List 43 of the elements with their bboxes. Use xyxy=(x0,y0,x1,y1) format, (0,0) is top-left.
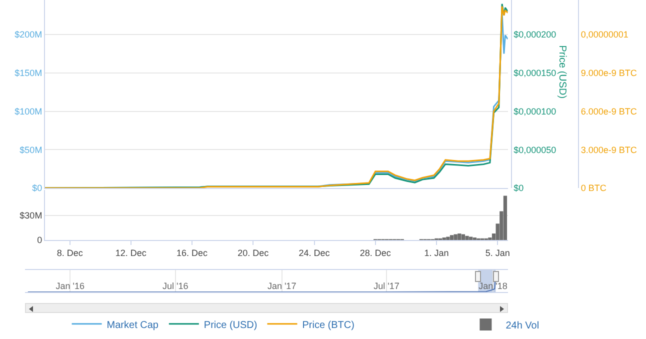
bar xyxy=(446,236,450,240)
y3-tick-label: 0 BTC xyxy=(580,183,607,194)
y3-tick-label: 6.000e-9 BTC xyxy=(580,106,638,116)
y3-tick-label: 0,00000001 xyxy=(580,30,628,40)
y-tick-label: $0 xyxy=(32,183,42,194)
y2-tick-label: $0 xyxy=(514,183,524,194)
y2-tick-label: $0,000150 xyxy=(514,68,556,78)
x-tick-label: 1. Jan xyxy=(424,248,449,258)
bar xyxy=(469,236,473,240)
x-tick-label: 28. Dec xyxy=(360,248,392,258)
x-tick-label: 20. Dec xyxy=(238,248,270,258)
y-tick-label: $50M xyxy=(20,144,42,155)
legend-label: Price (BTC) xyxy=(302,320,354,331)
y-tick-label: 0 xyxy=(37,235,42,246)
bar xyxy=(503,196,508,240)
legend-label: Price (USD) xyxy=(204,320,258,331)
y2-axis-title: Price (USD) xyxy=(556,45,568,99)
y2-tick-label: $0,000050 xyxy=(514,144,556,155)
bar xyxy=(450,235,454,240)
x-tick-label: Jan '17 xyxy=(267,281,296,291)
bar xyxy=(458,233,462,240)
bar xyxy=(454,234,458,240)
y-tick-label: $100M xyxy=(14,106,42,116)
legend-label: 24h Vol xyxy=(506,320,540,332)
y-tick-label: $30M xyxy=(20,210,42,221)
x-tick-label: 5. Jan xyxy=(485,248,510,258)
x-tick-label: 16. Dec xyxy=(176,248,208,258)
y2-tick-label: $0,000100 xyxy=(514,106,556,116)
legend-label: Market Cap xyxy=(106,320,159,331)
y3-tick-label: 3.000e-9 BTC xyxy=(580,144,638,155)
bar xyxy=(461,234,466,240)
y2-tick-label: $0,000200 xyxy=(514,30,556,40)
x-tick-label: Jan '18 xyxy=(478,281,508,291)
x-tick-label: Jan '16 xyxy=(56,281,84,291)
x-tick-label: 12. Dec xyxy=(115,248,147,258)
x-tick-label: 8. Dec xyxy=(56,248,84,258)
y-tick-label: $200M xyxy=(14,30,42,40)
bar xyxy=(465,236,469,240)
y-tick-label: $150M xyxy=(14,68,42,78)
x-tick-label: Jul '17 xyxy=(374,281,400,291)
x-tick-label: Jul '16 xyxy=(162,281,188,291)
y3-tick-label: 9.000e-9 BTC xyxy=(580,68,638,78)
x-tick-label: 24. Dec xyxy=(298,248,330,258)
